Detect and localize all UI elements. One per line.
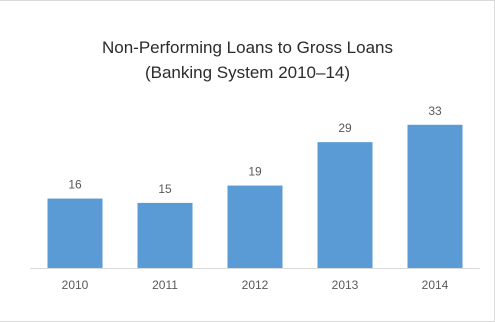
data-label-2011: 15 <box>158 182 172 196</box>
data-label-2010: 16 <box>68 178 82 192</box>
bars-group <box>47 124 463 268</box>
x-tick-label-2011: 2011 <box>152 278 178 292</box>
x-tick-label-2012: 2012 <box>242 278 269 292</box>
data-labels-group: 16 15 19 29 33 <box>68 104 442 196</box>
x-tick-label-2014: 2014 <box>422 278 449 292</box>
chart-title: Non-Performing Loans to Gross Loans <box>101 38 394 57</box>
x-tick-label-2010: 2010 <box>62 278 89 292</box>
data-label-2014: 33 <box>428 104 442 118</box>
bar-2013 <box>317 142 373 268</box>
chart-subtitle: (Banking System 2010–14) <box>144 63 351 82</box>
bar-2014 <box>407 124 463 268</box>
x-tick-label-2013: 2013 <box>332 278 359 292</box>
bar-2011 <box>137 202 193 268</box>
bar-2010 <box>47 198 103 268</box>
data-label-2013: 29 <box>338 121 352 135</box>
bar-2012 <box>227 185 283 268</box>
data-label-2012: 19 <box>248 165 262 179</box>
x-tick-labels-group: 2010 2011 2012 2013 2014 <box>62 278 449 292</box>
